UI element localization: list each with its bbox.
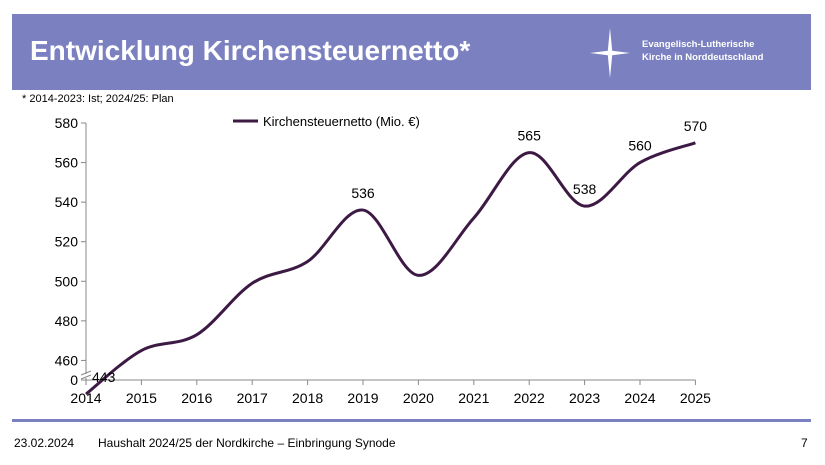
- x-tick-label: 2015: [126, 390, 157, 406]
- logo-line-2: Kirche in Norddeutschland: [642, 52, 764, 63]
- y-tick-label: 560: [55, 155, 79, 171]
- data-label: 560: [628, 138, 652, 154]
- church-logo: Evangelisch-Lutherische Kirche in Nordde…: [590, 28, 800, 78]
- x-tick-label: 2021: [458, 390, 489, 406]
- data-label: 538: [573, 181, 597, 197]
- x-tick-label: 2022: [514, 390, 545, 406]
- x-tick-label: 2017: [237, 390, 268, 406]
- chart-tick-labels: 0 460 480 500 520 540 560 580 2014 2015 2016 2017 20…: [55, 115, 712, 406]
- y-tick-label: 520: [55, 234, 79, 250]
- page-title: Entwicklung Kirchensteuernetto*: [30, 35, 471, 66]
- y-tick-label: 0: [70, 372, 78, 388]
- x-tick-label: 2014: [70, 390, 101, 406]
- footer-divider: [12, 419, 811, 422]
- y-tick-label: 500: [55, 273, 79, 289]
- axis-break-mark: [80, 370, 92, 376]
- data-label: 570: [684, 118, 708, 134]
- logo-line-1: Evangelisch-Lutherische: [642, 39, 755, 50]
- data-label: 536: [351, 185, 375, 201]
- header-banner: Entwicklung Kirchensteuernetto* Evangeli…: [12, 14, 811, 90]
- axis-break-mark: [80, 374, 92, 380]
- series-line: [85, 141, 696, 396]
- y-tick-label: 540: [55, 194, 79, 210]
- page-number: 7: [801, 436, 808, 450]
- chart-axes: [80, 122, 696, 385]
- cross-star-icon: [590, 28, 630, 78]
- y-tick-label: 460: [55, 352, 79, 368]
- data-label: 565: [518, 128, 542, 144]
- data-labels: 443 536 565 538 560 570: [92, 118, 707, 385]
- x-tick-label: 2020: [403, 390, 434, 406]
- footnote: * 2014-2023: Ist; 2024/25: Plan: [22, 93, 174, 105]
- x-tick-label: 2024: [624, 390, 655, 406]
- y-tick-label: 480: [55, 313, 79, 329]
- logo-text: Evangelisch-Lutherische Kirche in Nordde…: [642, 38, 763, 64]
- legend-label: Kirchensteuernetto (Mio. €): [263, 114, 420, 129]
- footer-description: Haushalt 2024/25 der Nordkirche – Einbri…: [98, 436, 396, 450]
- y-tick-label: 580: [55, 115, 79, 131]
- x-tick-label: 2018: [292, 390, 323, 406]
- data-points: [84, 141, 697, 396]
- x-tick-label: 2025: [680, 390, 711, 406]
- x-tick-label: 2016: [181, 390, 212, 406]
- footer-date: 23.02.2024: [14, 436, 75, 450]
- line-chart: 0 460 480 500 520 540 560 580 2014 2015 2016 2017 20…: [55, 114, 712, 406]
- x-tick-label: 2023: [569, 390, 600, 406]
- chart-legend: Kirchensteuernetto (Mio. €): [233, 114, 420, 129]
- data-label: 443: [92, 369, 116, 385]
- x-tick-label: 2019: [347, 390, 378, 406]
